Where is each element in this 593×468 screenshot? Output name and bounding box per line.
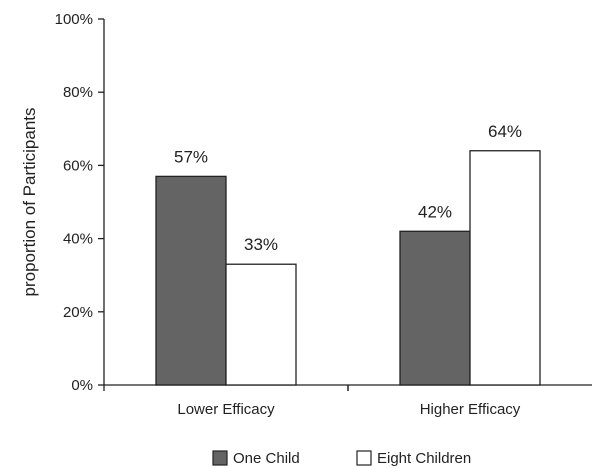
y-tick-label: 100%	[55, 11, 93, 28]
y-tick-label: 60%	[63, 157, 93, 174]
y-tick-label: 40%	[63, 231, 93, 248]
legend: One Child Eight Children	[212, 450, 471, 467]
y-tick-label: 0%	[71, 377, 93, 394]
x-category-label: Higher Efficacy	[420, 401, 521, 418]
legend-label: Eight Children	[377, 450, 471, 467]
bar-eight-children	[469, 150, 541, 386]
data-label: 57%	[174, 147, 208, 166]
labels: 0% 20% 40% 60% 80% 100% 57% 33% Lower Efficacy 42…	[55, 11, 522, 418]
data-label: 42%	[418, 202, 452, 221]
bars	[155, 150, 541, 386]
legend-swatch	[356, 450, 372, 466]
y-tick-label: 80%	[63, 84, 93, 101]
bar-one-child	[155, 175, 227, 386]
data-label: 33%	[244, 235, 278, 254]
x-category-label: Lower Efficacy	[177, 401, 275, 418]
legend-label: One Child	[233, 450, 300, 467]
y-axis-title: proportion of Participants	[20, 108, 39, 297]
data-label: 64%	[488, 122, 522, 141]
bar-eight-children	[225, 263, 297, 386]
bar-one-child	[399, 230, 471, 386]
legend-swatch	[212, 450, 228, 466]
y-tick-label: 20%	[63, 304, 93, 321]
